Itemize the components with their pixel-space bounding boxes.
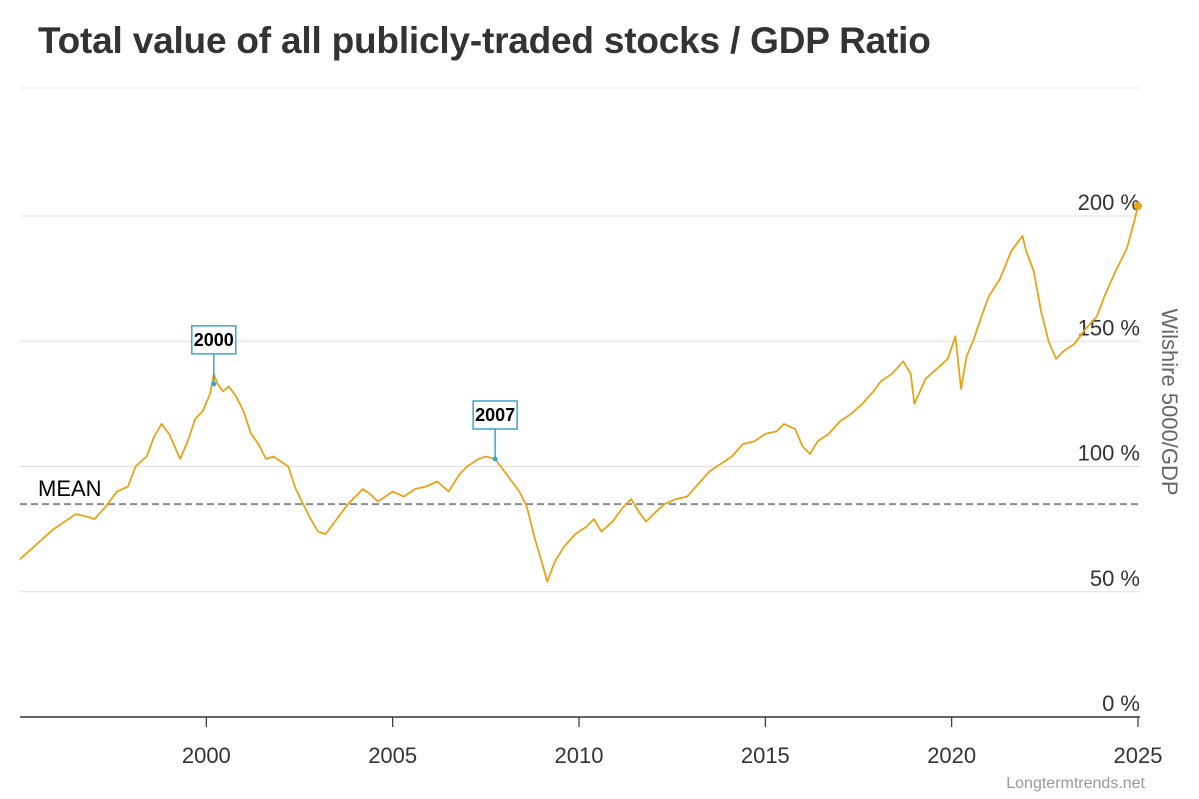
y-tick-label: 50 % (1090, 566, 1140, 591)
y-tick-label: 0 % (1102, 691, 1140, 716)
x-tick-label: 2025 (1114, 743, 1163, 768)
x-tick-label: 2010 (555, 743, 604, 768)
annotation-label: 2000 (194, 330, 234, 350)
annotation-label: 2007 (475, 405, 515, 425)
annotation-point (211, 381, 217, 387)
series-line (19, 205, 1139, 583)
source-credit: Longtermtrends.net (1006, 775, 1145, 792)
y-tick-labels: 0 % 50 % 100 % 150 % 200 % (1078, 190, 1140, 716)
mean-label: MEAN (38, 476, 102, 501)
y-axis-title: Wilshire 5000/GDP (1157, 308, 1182, 495)
y-tick-label: 150 % (1078, 315, 1140, 340)
x-tick-label: 2015 (741, 743, 790, 768)
series-end-marker (1134, 201, 1142, 210)
annotation-box (472, 400, 518, 430)
x-tick-label: 2020 (927, 743, 976, 768)
mean-line-group: MEAN (20, 476, 1140, 506)
x-tick-label: 2005 (368, 743, 417, 768)
y-tick-label: 200 % (1078, 190, 1140, 215)
annotations: 2000 2007 (191, 325, 518, 462)
chart-title: Total value of all publicly-traded stock… (38, 20, 931, 61)
annotation-box (191, 325, 237, 355)
gridlines (20, 215, 1140, 593)
y-tick-label: 100 % (1078, 441, 1140, 466)
x-tick-label: 2000 (182, 743, 231, 768)
annotation-point (492, 456, 498, 462)
x-axis: 2000 2005 2010 2015 2020 2025 (20, 716, 1163, 768)
